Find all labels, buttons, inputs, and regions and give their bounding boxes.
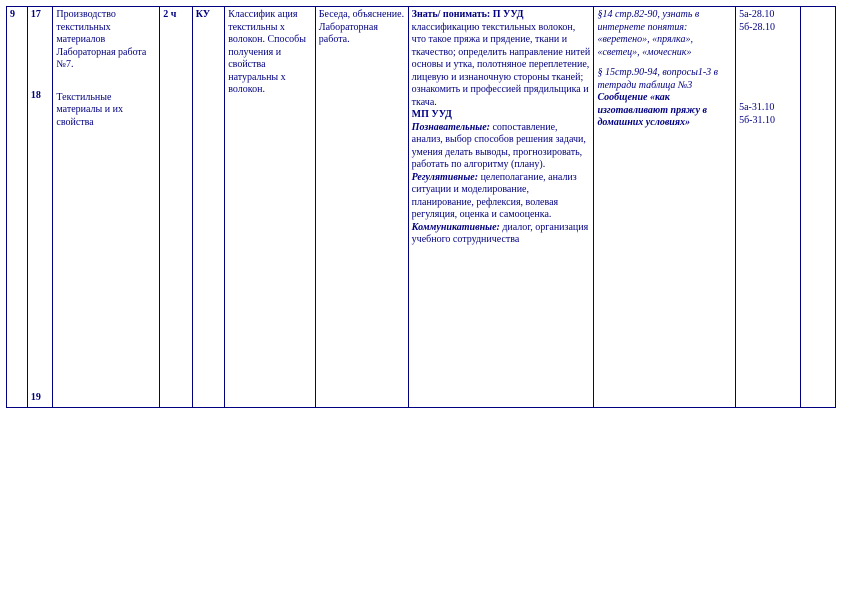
kom-head: Коммуникативные: bbox=[412, 222, 500, 233]
reg-head: Регулятивные: bbox=[412, 172, 478, 183]
date-b2: 5б-31.10 bbox=[739, 115, 797, 128]
hw-a: §14 стр.82-90, узнать в интернете поняти… bbox=[597, 9, 732, 59]
method-text: Беседа, объяснение. Лабораторная работа. bbox=[319, 9, 404, 45]
content-text: Классифик ация текстильны х волокон. Спо… bbox=[228, 9, 306, 95]
outcome-head: Знать/ понимать: П УУД bbox=[412, 9, 524, 20]
cell-subnumber: 17 18 19 bbox=[27, 7, 53, 408]
mp-uud: МП УУД bbox=[412, 109, 591, 122]
topic-block1: Производство текстильных материалов Лабо… bbox=[56, 9, 156, 72]
sub-a: 17 bbox=[31, 9, 41, 20]
cell-homework: §14 стр.82-90, узнать в интернете поняти… bbox=[594, 7, 736, 408]
table-row: 9 17 18 19 Производство текстильных мате… bbox=[7, 7, 836, 408]
date-a1: 5а-28.10 bbox=[739, 9, 797, 22]
sub-c: 19 bbox=[31, 392, 41, 403]
hw-c: Сообщение «как изготавливают пряжу в дом… bbox=[597, 92, 732, 130]
hw-b: § 15стр.90-94, вопросы1-3 в тетради табл… bbox=[597, 67, 732, 92]
cell-method: Беседа, объяснение. Лабораторная работа. bbox=[315, 7, 408, 408]
cell-empty bbox=[801, 7, 836, 408]
poz-head: Познавательные: bbox=[412, 122, 490, 133]
sub-b: 18 bbox=[31, 90, 41, 101]
cell-number: 9 bbox=[7, 7, 28, 408]
lesson-number: 9 bbox=[10, 9, 15, 20]
cell-hours: 2 ч bbox=[160, 7, 193, 408]
cell-type: КУ bbox=[192, 7, 225, 408]
hours: 2 ч bbox=[163, 9, 176, 20]
outcome-body1: классификацию текстильных волокон, что т… bbox=[412, 22, 591, 108]
cell-dates: 5а-28.10 5б-28.10 5а-31.10 5б-31.10 bbox=[736, 7, 801, 408]
date-a2: 5б-28.10 bbox=[739, 22, 797, 35]
cell-content: Классифик ация текстильны х волокон. Спо… bbox=[225, 7, 316, 408]
date-b1: 5а-31.10 bbox=[739, 102, 797, 115]
lesson-type: КУ bbox=[196, 9, 210, 20]
topic-block2: Текстильные материалы и их свойства bbox=[56, 92, 156, 130]
cell-outcomes: Знать/ понимать: П УУД классификацию тек… bbox=[408, 7, 594, 408]
cell-topic: Производство текстильных материалов Лабо… bbox=[53, 7, 160, 408]
curriculum-table: 9 17 18 19 Производство текстильных мате… bbox=[6, 6, 836, 408]
